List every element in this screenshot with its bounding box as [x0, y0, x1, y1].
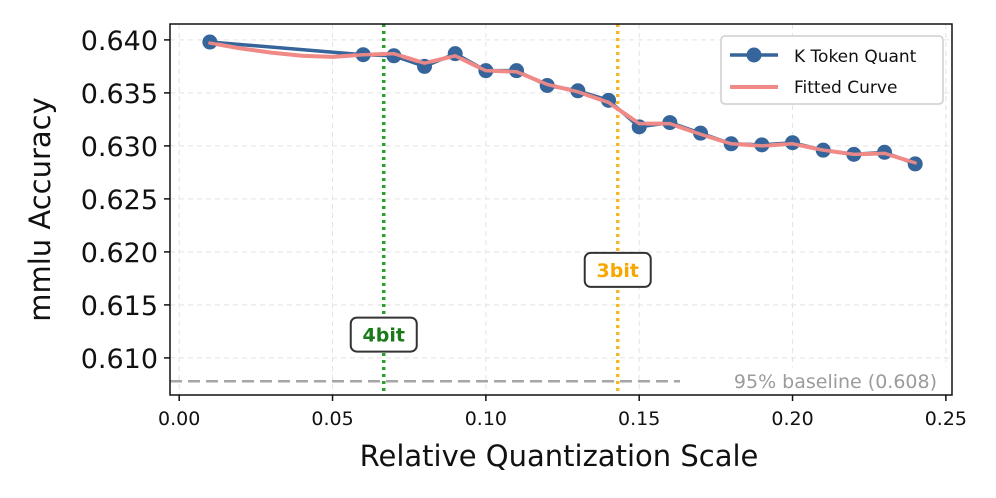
x-tick-label: 0.00 [158, 408, 200, 430]
x-tick-label: 0.20 [771, 408, 813, 430]
legend-swatch-marker [746, 47, 762, 63]
threshold-label: 3bit [597, 260, 639, 282]
threshold-label-box [583, 251, 652, 288]
y-axis-title: mmlu Accuracy [23, 97, 57, 322]
x-tick-label: 0.05 [311, 408, 353, 430]
fitted-curve-overlay [208, 41, 917, 165]
y-tick-label: 0.620 [81, 238, 158, 269]
x-tick-label: 0.15 [618, 408, 660, 430]
y-tick-label: 0.635 [81, 79, 158, 110]
baseline-label-bg [680, 367, 952, 396]
axes-frame [169, 23, 953, 396]
y-tick-label: 0.610 [81, 344, 158, 375]
y-tick-label: 0.630 [81, 132, 158, 163]
legend-label: Fitted Curve [794, 78, 897, 98]
threshold-label: 4bit [363, 325, 405, 347]
y-tick-label: 0.640 [81, 26, 158, 57]
threshold-label-box [349, 316, 418, 353]
y-tick-label: 0.615 [81, 291, 158, 322]
baseline-label: 95% baseline (0.608) [734, 371, 937, 393]
legend: K Token Quant Fitted Curve [720, 35, 944, 105]
x-tick-label: 0.25 [925, 408, 967, 430]
axes: 0.00 0.05 0.10 0.15 0.20 0.25 0.610 0.615 0.620 0… [23, 23, 967, 473]
y-tick-label: 0.625 [81, 185, 158, 216]
series [202, 34, 923, 172]
x-tick-label: 0.10 [465, 408, 507, 430]
reference-lines: 4bit 3bit 95% baseline (0.608) [170, 24, 952, 396]
data-point [386, 48, 402, 64]
legend-label: K Token Quant [794, 47, 917, 67]
x-axis-title: Relative Quantization Scale [360, 439, 759, 473]
